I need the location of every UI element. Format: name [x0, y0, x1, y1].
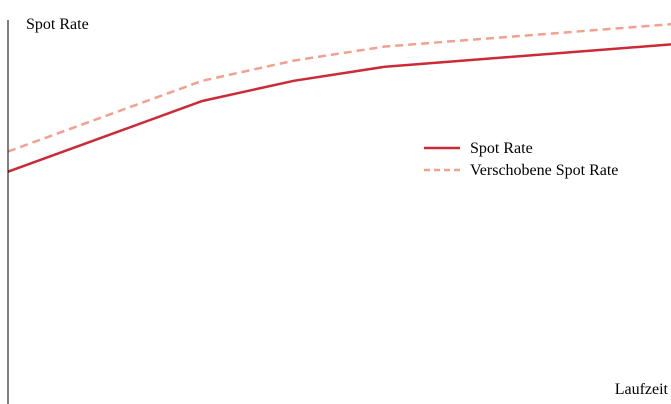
legend-label-1: Spot Rate — [470, 140, 533, 157]
series-line-2 — [7, 22, 671, 153]
legend-label-2: Verschobene Spot Rate — [470, 162, 618, 179]
series-line-1 — [7, 43, 671, 173]
y-axis-label: Spot Rate — [26, 16, 89, 33]
legend: Spot Rate Verschobene Spot Rate — [424, 140, 618, 179]
series-lines — [7, 22, 671, 173]
x-axis-label: Laufzeit — [615, 381, 669, 398]
